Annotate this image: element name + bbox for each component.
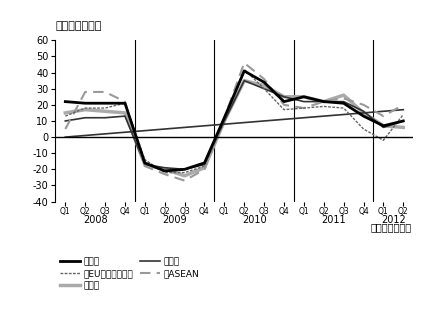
Text: 2012: 2012 [381, 214, 406, 224]
Text: （年、四半期）: （年、四半期） [370, 222, 411, 233]
Text: 2009: 2009 [162, 214, 187, 224]
Text: （前年比、％）: （前年比、％） [55, 20, 102, 31]
Text: 2008: 2008 [83, 214, 107, 224]
Legend: 対世界, 対EU（欧州連合）, 対日本, 対米国, 対ASEAN: 対世界, 対EU（欧州連合）, 対日本, 対米国, 対ASEAN [60, 257, 199, 291]
Text: 2010: 2010 [242, 214, 267, 224]
Text: 2011: 2011 [321, 214, 346, 224]
